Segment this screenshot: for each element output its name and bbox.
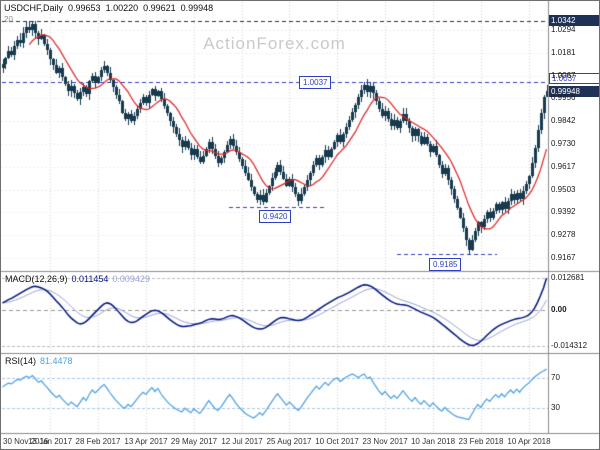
time-axis-label: 23 Feb 2018 bbox=[458, 437, 504, 446]
macd-panel-title: MACD(12,26,9) 0.011454 0.009429 bbox=[5, 274, 154, 284]
watermark: ActionForex.com bbox=[203, 34, 346, 53]
time-axis-label: 25 Aug 2017 bbox=[266, 437, 312, 446]
macd-scale-zero: 0.00 bbox=[551, 305, 567, 314]
macd-current-value: 0.011454 bbox=[71, 274, 109, 284]
scale-label-resistance[interactable]: 1.0037 bbox=[549, 73, 599, 84]
price-scale-tick: 0.9730 bbox=[551, 139, 576, 148]
price-scale-tick: 0.9842 bbox=[551, 116, 576, 125]
price-scale-tick: 1.0067 bbox=[551, 71, 576, 80]
time-axis-label: 13 Apr 2017 bbox=[124, 437, 168, 446]
price-scale-tick: 0.9167 bbox=[551, 253, 576, 262]
ohlc-high: 1.00220 bbox=[105, 3, 139, 13]
macd-scale-min: -0.014312 bbox=[551, 341, 588, 350]
price-scale-tick: 0.9617 bbox=[551, 162, 576, 171]
price-scale-tick: 1.0294 bbox=[551, 25, 576, 34]
rsi-scale-70: 70 bbox=[551, 373, 560, 382]
ohlc-close: 0.99948 bbox=[180, 3, 214, 13]
price-scale-tick: 1.0181 bbox=[551, 48, 576, 57]
rsi-indicator-name: RSI(14) bbox=[5, 356, 37, 366]
annotation-support-0-9420[interactable]: 0.9420 bbox=[259, 210, 292, 223]
scale-label-period-high[interactable]: 1.0342 bbox=[549, 15, 599, 26]
time-axis-label: 29 May 2017 bbox=[170, 437, 218, 446]
rsi-scale-30: 30 bbox=[551, 403, 560, 412]
annotation-resistance-1-0037[interactable]: 1.0037 bbox=[299, 76, 332, 89]
ohlc-open: 0.99653 bbox=[68, 3, 101, 13]
time-axis-label: 12 Jul 2017 bbox=[221, 437, 263, 446]
annotation-support-0-9185[interactable]: 0.9185 bbox=[429, 258, 462, 271]
price-scale-tick: 0.9956 bbox=[551, 93, 576, 102]
time-axis-label: 23 Nov 2017 bbox=[362, 437, 408, 446]
time-axis-label: 10 Apr 2018 bbox=[507, 437, 551, 446]
time-axis-label: 30 Nov 2016 bbox=[3, 437, 49, 446]
time-axis-label: 13 Jan 2017 bbox=[27, 437, 73, 446]
rsi-panel-title: RSI(14) 81.4478 bbox=[5, 356, 77, 366]
price-scale-tick: 0.9392 bbox=[551, 207, 576, 216]
macd-indicator-name: MACD(12,26,9) bbox=[5, 274, 68, 284]
price-scale-tick: 0.9503 bbox=[551, 185, 576, 194]
time-axis-label: 10 Jan 2018 bbox=[410, 437, 456, 446]
time-axis-label: 28 Feb 2017 bbox=[75, 437, 121, 446]
macd-signal-value: 0.009429 bbox=[112, 274, 150, 284]
ma-period-label: 20 bbox=[4, 15, 13, 24]
time-axis-label: 10 Oct 2017 bbox=[315, 437, 359, 446]
macd-scale-max: 0.012681 bbox=[551, 273, 585, 282]
price-scale-tick: 0.9278 bbox=[551, 230, 576, 239]
chart-header: USDCHF,Daily 0.99653 1.00220 0.99621 0.99948 bbox=[4, 3, 218, 13]
rsi-current-value: 81.4478 bbox=[40, 356, 73, 366]
ohlc-low: 0.99621 bbox=[143, 3, 176, 13]
scale-label-current-price: 0.99948 bbox=[549, 86, 599, 97]
symbol-timeframe: USDCHF,Daily bbox=[4, 3, 64, 13]
